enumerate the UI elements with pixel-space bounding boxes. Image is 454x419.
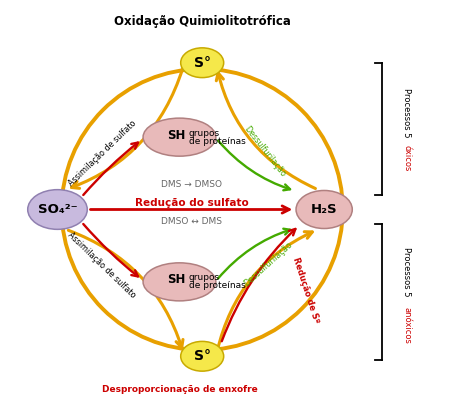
Text: S°: S° [194, 349, 211, 363]
Ellipse shape [181, 341, 224, 371]
FancyArrowPatch shape [216, 73, 316, 189]
FancyArrowPatch shape [83, 224, 138, 277]
Text: S°: S° [194, 56, 211, 70]
FancyArrowPatch shape [218, 229, 290, 279]
Ellipse shape [296, 191, 352, 228]
Text: Dessulfurilação: Dessulfurilação [242, 240, 294, 288]
Ellipse shape [181, 48, 224, 78]
Text: grupos: grupos [188, 273, 220, 282]
Text: Desproporcionação de enxofre: Desproporcionação de enxofre [102, 385, 257, 394]
Text: Assimilação de sulfato: Assimilação de sulfato [66, 230, 138, 300]
Text: Assimilação de sulfato: Assimilação de sulfato [66, 119, 138, 189]
Text: H₂S: H₂S [311, 203, 337, 216]
Text: DMSO ↔ DMS: DMSO ↔ DMS [161, 217, 222, 226]
Ellipse shape [143, 263, 216, 301]
Text: de proteínas: de proteínas [188, 137, 245, 146]
Text: Dessulfurilação: Dessulfurilação [242, 124, 288, 179]
Text: Processos 5: Processos 5 [402, 247, 411, 296]
Text: óxicos: óxicos [402, 145, 411, 171]
Text: Redução do sulfato: Redução do sulfato [135, 198, 249, 208]
Text: Oxidação Quimiolitotrófica: Oxidação Quimiolitotrófica [114, 15, 291, 28]
Text: de proteínas: de proteínas [188, 282, 245, 290]
Text: Processos 5: Processos 5 [402, 88, 411, 137]
FancyArrowPatch shape [222, 229, 296, 341]
Text: SH: SH [167, 129, 185, 142]
FancyArrowPatch shape [90, 206, 289, 213]
Text: anóxicos: anóxicos [402, 307, 411, 344]
Text: SO₄²⁻: SO₄²⁻ [38, 203, 77, 216]
FancyArrowPatch shape [72, 68, 183, 188]
FancyArrowPatch shape [218, 140, 290, 190]
Text: DMS → DMSO: DMS → DMSO [161, 180, 222, 189]
Ellipse shape [28, 190, 87, 229]
FancyArrowPatch shape [69, 230, 183, 347]
Text: Redução de Sº: Redução de Sº [291, 256, 321, 324]
Ellipse shape [143, 118, 216, 156]
FancyArrowPatch shape [217, 232, 312, 351]
FancyArrowPatch shape [83, 142, 138, 195]
Text: SH: SH [167, 273, 185, 286]
Text: grupos: grupos [188, 129, 220, 137]
